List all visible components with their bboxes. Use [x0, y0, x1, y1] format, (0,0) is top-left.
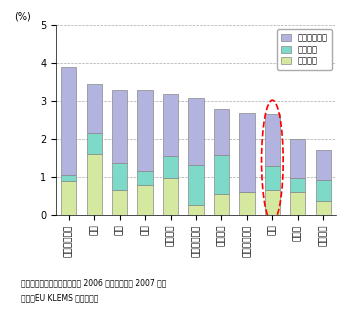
Bar [316, 150, 331, 180]
Bar [239, 112, 254, 192]
Bar [61, 67, 77, 175]
Bar [61, 175, 77, 181]
Bar [61, 181, 77, 215]
Text: 資料：EU KLEMS から作成。: 資料：EU KLEMS から作成。 [21, 294, 98, 303]
Bar [163, 94, 178, 156]
Bar [316, 180, 331, 201]
Bar [290, 192, 305, 215]
Legend: ソフトウェア, 通信機器, 計算機器: ソフトウェア, 通信機器, 計算機器 [277, 29, 332, 70]
Bar [316, 201, 331, 215]
Bar [214, 194, 229, 215]
Bar [163, 178, 178, 215]
Bar [214, 109, 229, 155]
Bar [112, 190, 127, 215]
Bar [214, 155, 229, 194]
Bar [87, 133, 102, 154]
Bar [290, 139, 305, 178]
Text: 備考：名目ベース。日本のみ 2006 年、他の国は 2007 年。: 備考：名目ベース。日本のみ 2006 年、他の国は 2007 年。 [21, 278, 166, 287]
Bar [265, 166, 280, 190]
Bar [138, 185, 153, 215]
Bar [188, 99, 204, 165]
Bar [188, 205, 204, 215]
Bar [239, 192, 254, 215]
Bar [163, 156, 178, 178]
Bar [265, 114, 280, 166]
Y-axis label: (%): (%) [14, 11, 31, 21]
Bar [87, 154, 102, 215]
Bar [138, 90, 153, 171]
Bar [112, 90, 127, 163]
Bar [112, 163, 127, 190]
Bar [188, 165, 204, 205]
Bar [87, 84, 102, 133]
Bar [290, 178, 305, 192]
Bar [265, 190, 280, 215]
Bar [138, 171, 153, 185]
